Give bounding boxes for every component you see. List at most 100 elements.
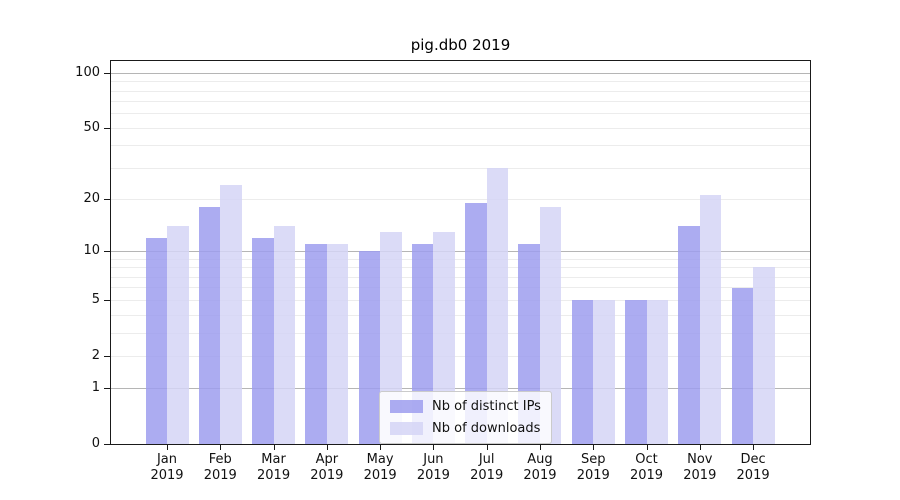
bar-jun-downloads — [433, 231, 455, 444]
x-tick-label-dec: Dec 2019 — [723, 452, 783, 484]
x-tick — [167, 445, 168, 450]
y-tick-label: 1 — [91, 380, 100, 396]
bar-may-distinct-ips — [358, 251, 381, 444]
month-text: Jul — [478, 452, 495, 467]
plot-area — [110, 60, 811, 445]
month-text: Jan — [156, 452, 178, 467]
bar-oct-distinct-ips — [625, 299, 647, 444]
year-text: 2019 — [736, 468, 770, 483]
bar-apr-downloads — [326, 244, 349, 444]
gridline-minor — [111, 145, 810, 147]
bar-may-downloads — [380, 231, 402, 444]
y-tick-label: 20 — [83, 191, 100, 207]
x-tick-label-nov: Nov 2019 — [670, 452, 730, 484]
legend-item-downloads: Nb of downloads — [390, 419, 541, 438]
y-tick — [104, 355, 110, 357]
bar-feb-distinct-ips — [198, 207, 221, 444]
x-tick — [273, 445, 275, 450]
gridline-minor — [111, 81, 810, 83]
year-text: 2019 — [310, 468, 344, 483]
legend-swatch-distinct-ips — [390, 400, 423, 413]
y-tick — [104, 299, 110, 301]
year-text: 2019 — [203, 468, 237, 483]
bar-nov-downloads — [699, 195, 722, 444]
legend-label-distinct-ips: Nb of distinct IPs — [432, 399, 541, 414]
gridline-minor — [111, 267, 810, 269]
bar-oct-downloads — [646, 299, 669, 444]
y-tick-label: 100 — [75, 64, 100, 80]
chart-title: pig.db0 2019 — [410, 36, 511, 54]
month-text: Nov — [687, 452, 713, 467]
gridline-minor — [111, 299, 810, 301]
gridline-minor — [111, 258, 810, 260]
y-tick — [104, 72, 110, 74]
bar-mar-downloads — [273, 226, 296, 444]
bar-mar-distinct-ips — [252, 237, 274, 444]
gridline-minor — [111, 127, 810, 129]
y-tick-label: 5 — [91, 291, 100, 307]
bar-jul-distinct-ips — [465, 203, 487, 444]
year-text: 2019 — [683, 468, 717, 483]
x-tick-label-feb: Feb 2019 — [190, 452, 250, 484]
bar-feb-downloads — [220, 185, 242, 444]
gridline-minor — [111, 276, 810, 278]
bar-apr-distinct-ips — [305, 244, 327, 444]
gridline-major — [111, 251, 810, 253]
gridline-minor — [111, 355, 810, 357]
gridline-minor — [111, 332, 810, 334]
bar-jan-distinct-ips — [145, 237, 167, 444]
gridline-major — [111, 72, 810, 74]
month-text: May — [366, 452, 394, 467]
gridline-minor — [111, 90, 810, 92]
gridline-major — [111, 388, 810, 390]
y-tick-label: 10 — [83, 243, 100, 259]
year-text: 2019 — [416, 468, 450, 483]
month-text: Dec — [740, 452, 766, 467]
legend: Nb of distinct IPs Nb of downloads — [379, 391, 552, 444]
x-tick — [699, 445, 701, 450]
gridline-minor — [111, 167, 810, 169]
x-tick-label-mar: Mar 2019 — [244, 452, 304, 484]
legend-item-distinct-ips: Nb of distinct IPs — [390, 397, 541, 416]
y-tick — [104, 127, 110, 129]
x-tick — [326, 445, 328, 450]
x-tick-label-jun: Jun 2019 — [403, 452, 463, 484]
bar-dec-distinct-ips — [731, 287, 754, 444]
x-tick-label-jul: Jul 2019 — [457, 452, 517, 484]
y-tick-label: 2 — [91, 347, 100, 363]
bar-aug-downloads — [539, 207, 562, 444]
year-text: 2019 — [150, 468, 184, 483]
legend-swatch-downloads — [390, 422, 423, 435]
gridline-minor — [111, 113, 810, 115]
x-tick — [486, 445, 488, 450]
month-text: Jun — [423, 452, 444, 467]
x-tick — [539, 445, 541, 450]
bar-jul-downloads — [486, 167, 509, 444]
year-text: 2019 — [629, 468, 664, 483]
gridline-minor — [111, 314, 810, 316]
x-tick-label-oct: Oct 2019 — [617, 452, 677, 484]
month-text: Sep — [580, 452, 606, 467]
x-tick — [220, 445, 222, 450]
gridline-minor — [111, 199, 810, 201]
y-tick — [104, 251, 110, 253]
year-text: 2019 — [523, 468, 557, 483]
x-tick-label-sep: Sep 2019 — [563, 452, 623, 484]
y-tick — [104, 444, 110, 445]
x-tick — [433, 445, 435, 450]
month-text: Apr — [315, 452, 339, 467]
gridline-minor — [111, 287, 810, 289]
x-tick — [753, 445, 755, 450]
year-text: 2019 — [257, 468, 291, 483]
y-tick — [104, 199, 110, 201]
bar-nov-distinct-ips — [678, 226, 700, 444]
gridline-minor — [111, 101, 810, 103]
x-tick — [380, 445, 382, 450]
month-text: Oct — [635, 452, 658, 467]
year-text: 2019 — [363, 468, 397, 483]
year-text: 2019 — [576, 468, 610, 483]
y-tick — [104, 388, 110, 390]
x-tick — [593, 445, 595, 450]
x-tick-label-apr: Apr 2019 — [297, 452, 357, 484]
